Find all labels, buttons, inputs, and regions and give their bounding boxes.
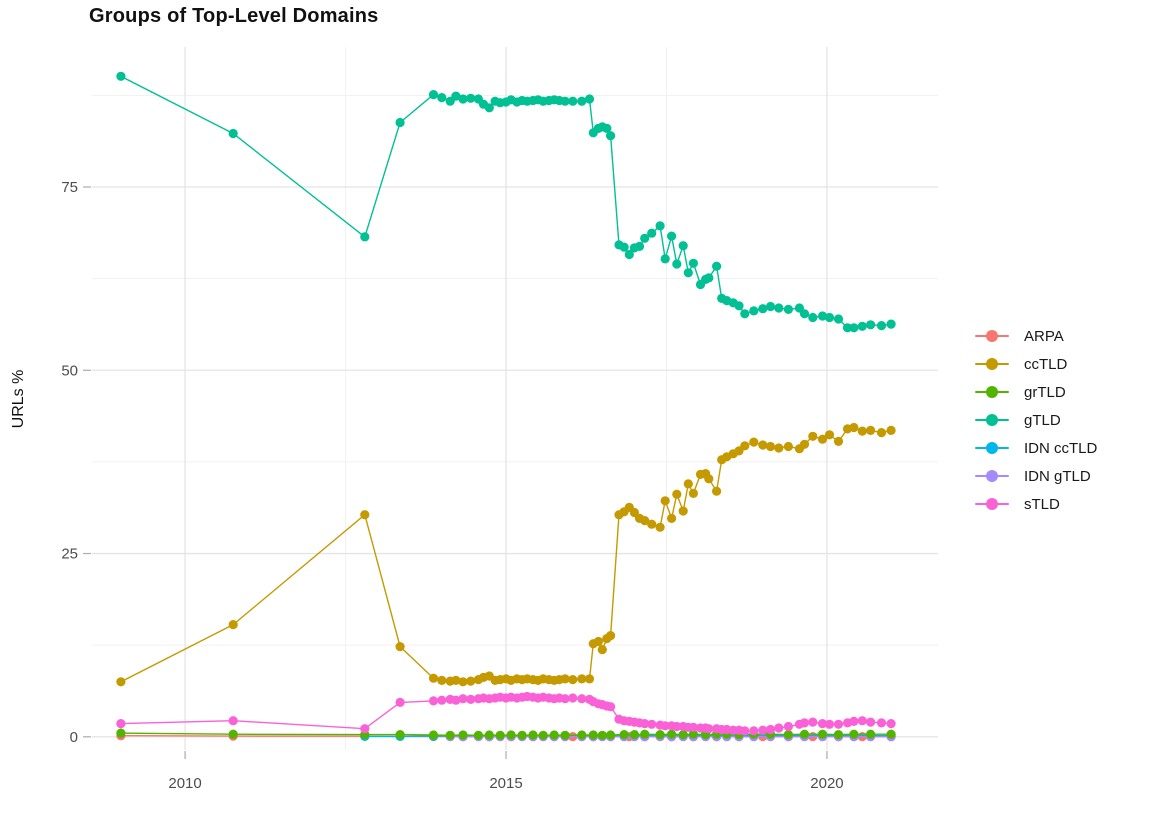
legend-key-icon [975,329,1009,343]
legend-item-label: grTLD [1024,383,1066,401]
svg-text:2020: 2020 [810,775,843,792]
legend-item-label: sTLD [1024,495,1060,513]
svg-text:25: 25 [61,546,78,563]
svg-text:50: 50 [61,362,78,379]
legend-item-label: gTLD [1024,411,1061,429]
legend-item-label: ARPA [1024,327,1064,345]
legend-key-icon [975,497,1009,511]
y-axis-tick-labels: 0 25 50 75 [61,179,78,746]
series-grtld [116,728,896,740]
legend-key-icon [975,385,1009,399]
legend-item-arpa: ARPA [975,322,1097,350]
legend-item-idn-cctld: IDN ccTLD [975,434,1097,462]
svg-text:75: 75 [61,179,78,196]
legend-item-label: ccTLD [1024,355,1068,373]
series-grtld-line [120,732,892,737]
legend-key-icon [975,469,1009,483]
axis-ticks [83,186,828,759]
series-cctld-points [116,422,896,687]
legend-key-icon [975,357,1009,371]
legend-item-grtld: grTLD [975,378,1097,406]
legend-item-gtld: gTLD [975,406,1097,434]
gridlines-minor [92,47,938,750]
gridlines-major [92,47,938,750]
legend-key-icon [975,441,1009,455]
legend-item-stld: sTLD [975,490,1097,518]
chart-title: Groups of Top-Level Domains [89,5,379,27]
series-gtld [116,71,896,333]
series-stld-points [116,691,896,736]
legend-item-idn-gtld: IDN gTLD [975,462,1097,490]
legend-item-label: IDN gTLD [1024,467,1091,485]
legend: ARPA ccTLD grTLD gTLD IDN ccTLD IDN gTLD sTLD [975,322,1097,518]
svg-text:2015: 2015 [489,775,522,792]
series-gtld-points [116,71,896,333]
series-grtld-points [116,728,896,740]
legend-item-cctld: ccTLD [975,350,1097,378]
legend-key-icon [975,413,1009,427]
svg-text:0: 0 [70,729,78,746]
x-axis-tick-labels: 2010 2015 2020 [168,775,843,792]
series-stld [116,691,896,736]
svg-text:2010: 2010 [168,775,201,792]
legend-item-label: IDN ccTLD [1024,439,1098,457]
series-cctld [116,422,896,687]
